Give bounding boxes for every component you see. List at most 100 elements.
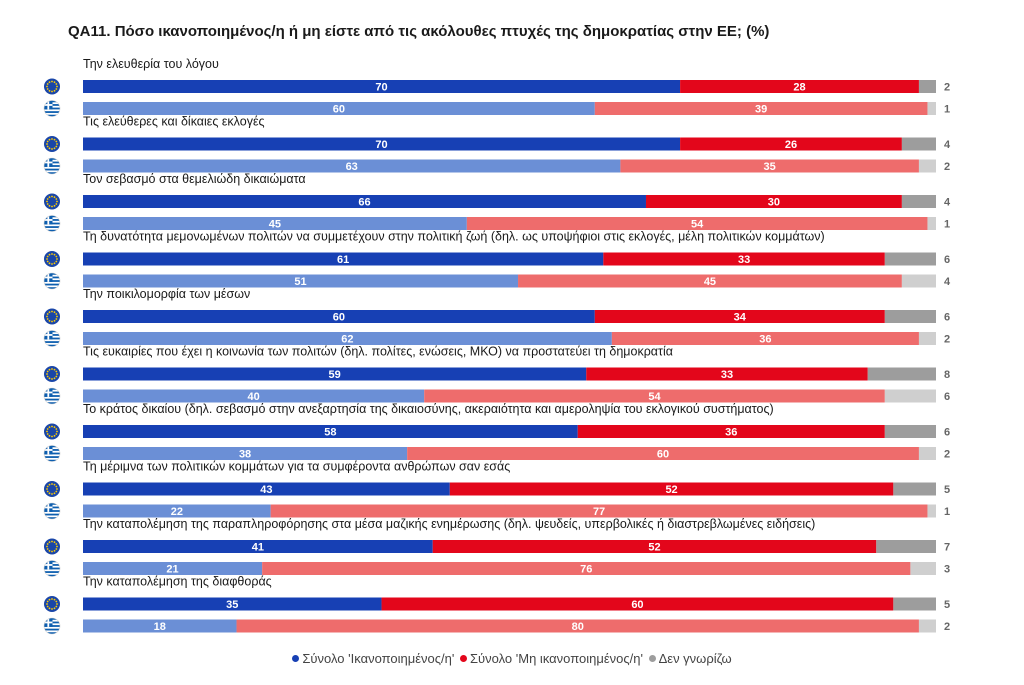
bar-gr-not-satisfied xyxy=(262,562,911,575)
eu-flag-star xyxy=(53,541,56,544)
eu-flag-star xyxy=(55,485,58,488)
greece-flag-field xyxy=(44,273,60,289)
value-label-gr-satisfied: 62 xyxy=(341,334,353,346)
greece-flag-stripe xyxy=(44,574,60,577)
value-label-eu-satisfied: 66 xyxy=(358,197,370,209)
eu-flag-star xyxy=(46,428,49,430)
eu-flag-icon xyxy=(44,423,60,440)
bar-eu-satisfied xyxy=(83,425,578,438)
bar-gr-not-satisfied xyxy=(611,332,919,345)
eu-flag-icon xyxy=(44,538,60,555)
value-label-eu-dont-know: 4 xyxy=(944,197,951,209)
value-label-eu-satisfied: 41 xyxy=(252,542,264,554)
bar-eu-dont-know xyxy=(893,597,936,611)
greece-flag-stripe xyxy=(44,510,60,512)
value-label-gr-not-satisfied: 77 xyxy=(593,506,605,518)
value-label-eu-not-satisfied: 60 xyxy=(631,599,643,611)
eu-flag-star xyxy=(53,598,56,601)
greece-flag-stripe xyxy=(44,226,60,228)
value-label-eu-satisfied: 70 xyxy=(375,139,387,151)
greece-flag-outline xyxy=(43,157,61,175)
greece-flag-outline xyxy=(43,215,61,232)
eu-flag-star xyxy=(51,138,53,140)
bar-gr-not-satisfied xyxy=(236,619,919,633)
greece-flag-stripe xyxy=(44,337,60,340)
eu-flag-star xyxy=(51,195,53,198)
greece-flag-stripe xyxy=(44,276,60,279)
value-label-gr-satisfied: 45 xyxy=(269,219,281,231)
greece-flag-stripe xyxy=(44,567,60,570)
greece-flag-stripe xyxy=(44,168,60,171)
value-label-gr-dont-know: 4 xyxy=(944,276,951,288)
bar-gr-not-satisfied xyxy=(518,274,902,288)
eu-flag-star xyxy=(55,428,58,430)
eu-flag-star xyxy=(53,607,56,610)
eu-flag-star xyxy=(48,598,51,601)
greece-flag-cross xyxy=(44,564,53,566)
eu-flag-star xyxy=(46,548,49,550)
eu-flag-star xyxy=(51,540,53,543)
greece-flag-stripe xyxy=(44,161,60,164)
bar-gr-not-satisfied xyxy=(424,389,885,403)
eu-flag-star xyxy=(46,88,49,90)
greece-flag-stripe xyxy=(44,456,60,458)
eu-flag-star xyxy=(56,488,58,490)
value-label-gr-dont-know: 1 xyxy=(944,506,950,518)
legend-item-not-satisfied: Σύνολο 'Μη ικανοποιημένος/η' xyxy=(460,651,643,666)
greece-flag-canton xyxy=(44,503,53,512)
eu-flag-star xyxy=(53,319,56,322)
eu-flag-star xyxy=(55,375,58,378)
eu-flag-star xyxy=(48,377,51,380)
eu-flag-star xyxy=(51,320,53,323)
value-label-eu-dont-know: 5 xyxy=(944,599,950,611)
bar-eu-not-satisfied xyxy=(432,540,877,553)
eu-flag-star xyxy=(51,435,53,438)
greece-flag-stripe xyxy=(44,273,60,275)
item-label: Την ποικιλομορφία των μέσων xyxy=(83,287,250,301)
eu-flag-star xyxy=(48,483,51,486)
eu-flag-star xyxy=(48,253,51,256)
value-label-gr-not-satisfied: 54 xyxy=(691,219,704,231)
bar-gr-dont-know xyxy=(901,274,936,288)
greece-flag-cross xyxy=(47,560,50,570)
greece-flag-stripe xyxy=(44,330,60,333)
eu-flag-star xyxy=(53,147,56,150)
bar-eu-not-satisfied xyxy=(449,482,894,496)
greece-flag-field xyxy=(44,560,60,577)
greece-flag-stripe xyxy=(44,564,60,566)
bar-eu-satisfied xyxy=(83,597,382,611)
eu-flag-star xyxy=(46,490,49,493)
legend-label-not-satisfied: Σύνολο 'Μη ικανοποιημένος/η' xyxy=(470,651,643,666)
eu-flag-star xyxy=(56,200,58,203)
bar-gr-dont-know xyxy=(927,102,936,115)
item-label: Την καταπολέμηση της διαφθοράς xyxy=(83,575,272,589)
bar-gr-not-satisfied xyxy=(466,217,928,230)
value-label-eu-not-satisfied: 33 xyxy=(721,369,733,381)
value-label-gr-satisfied: 22 xyxy=(171,506,183,518)
bar-eu-not-satisfied xyxy=(603,252,885,266)
eu-flag-disc xyxy=(44,366,60,382)
eu-flag-star xyxy=(48,138,51,141)
eu-flag-star xyxy=(46,603,48,605)
eu-flag-star xyxy=(55,605,58,608)
eu-flag-star xyxy=(55,490,58,493)
value-label-gr-not-satisfied: 60 xyxy=(657,449,669,461)
eu-flag-star xyxy=(46,370,49,373)
greece-flag-stripe xyxy=(44,621,60,624)
bar-gr-dont-know xyxy=(918,619,936,633)
greece-flag-field xyxy=(44,215,60,232)
value-label-gr-not-satisfied: 35 xyxy=(764,161,776,173)
eu-flag-star xyxy=(46,545,48,548)
bar-eu-satisfied xyxy=(83,195,646,208)
greece-flag-stripe xyxy=(44,398,60,401)
eu-flag-star xyxy=(55,140,58,143)
value-label-gr-dont-know: 2 xyxy=(944,334,950,346)
eu-flag-star xyxy=(46,375,49,378)
bar-eu-dont-know xyxy=(901,137,936,151)
eu-flag-star xyxy=(46,83,49,85)
value-label-gr-dont-know: 2 xyxy=(944,161,950,173)
greece-flag-field xyxy=(44,503,60,519)
chart-legend: Σύνολο 'Ικανοποιημένος/η' Σύνολο 'Μη ικα… xyxy=(0,651,1024,666)
value-label-eu-satisfied: 35 xyxy=(226,599,238,611)
